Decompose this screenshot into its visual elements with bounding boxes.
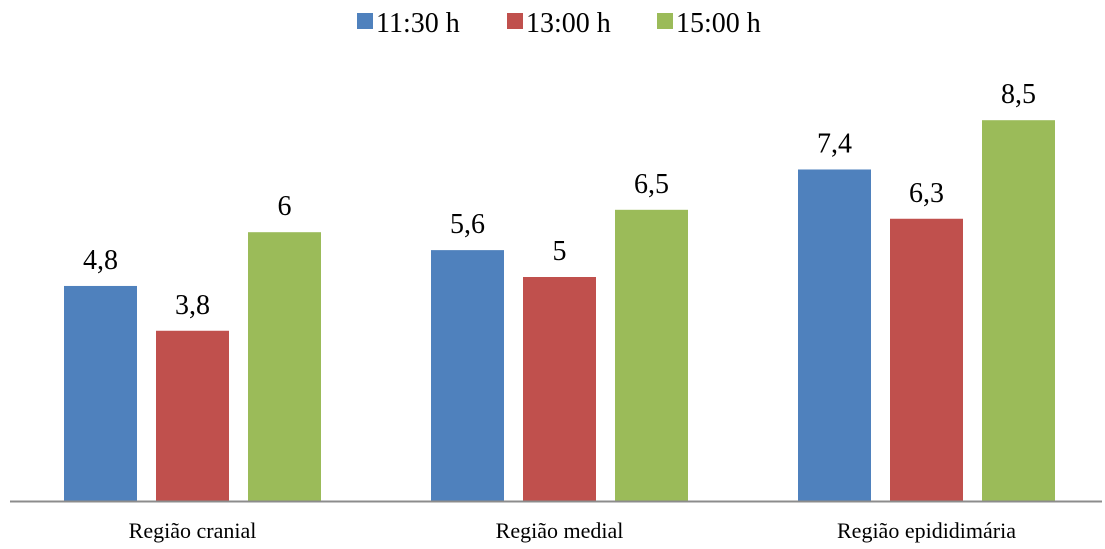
bars-group	[64, 120, 1055, 502]
bar-13-00-h-regiao-epididimaria	[890, 218, 963, 501]
data-label-15-00-h-regiao-medial: 6,5	[634, 169, 669, 200]
x-tick-label-regiao-epididimaria: Região epididimária	[837, 518, 1016, 543]
bar-15-00-h-regiao-medial	[615, 209, 688, 502]
legend: 11:30 h 13:00 h 15:00 h	[357, 8, 761, 39]
data-label-13-00-h-regiao-cranial: 3,8	[175, 290, 210, 321]
bar-11-30-h-regiao-medial	[431, 250, 504, 501]
legend-swatch-13-00-h	[507, 13, 523, 29]
data-label-13-00-h-regiao-epididimaria: 6,3	[909, 178, 944, 209]
bar-13-00-h-regiao-cranial	[156, 330, 229, 501]
legend-label-15-00-h: 15:00 h	[676, 8, 761, 39]
x-tick-labels: Região cranial Região medial Região epidid…	[129, 518, 1017, 543]
x-tick-label-regiao-cranial: Região cranial	[129, 518, 257, 543]
bar-11-30-h-regiao-cranial	[64, 285, 137, 501]
data-label-13-00-h-regiao-medial: 5	[553, 236, 567, 267]
bar-13-00-h-regiao-medial	[523, 277, 596, 501]
legend-label-13-00-h: 13:00 h	[526, 8, 611, 39]
data-label-15-00-h-regiao-epididimaria: 8,5	[1001, 79, 1036, 110]
data-label-11-30-h-regiao-epididimaria: 7,4	[817, 128, 852, 159]
data-label-15-00-h-regiao-cranial: 6	[278, 191, 292, 222]
legend-swatch-11-30-h	[357, 13, 373, 29]
data-label-11-30-h-regiao-medial: 5,6	[450, 209, 485, 240]
legend-swatch-15-00-h	[657, 13, 673, 29]
bar-11-30-h-regiao-epididimaria	[798, 169, 871, 502]
x-tick-label-regiao-medial: Região medial	[496, 518, 624, 543]
bar-15-00-h-regiao-epididimaria	[982, 120, 1055, 501]
data-label-11-30-h-regiao-cranial: 4,8	[83, 245, 118, 276]
data-labels-group: 4,8 3,8 6 5,6 5 6,5 7,4 6,3 8,5	[83, 79, 1036, 321]
bar-15-00-h-regiao-cranial	[248, 232, 321, 501]
legend-label-11-30-h: 11:30 h	[376, 8, 460, 39]
